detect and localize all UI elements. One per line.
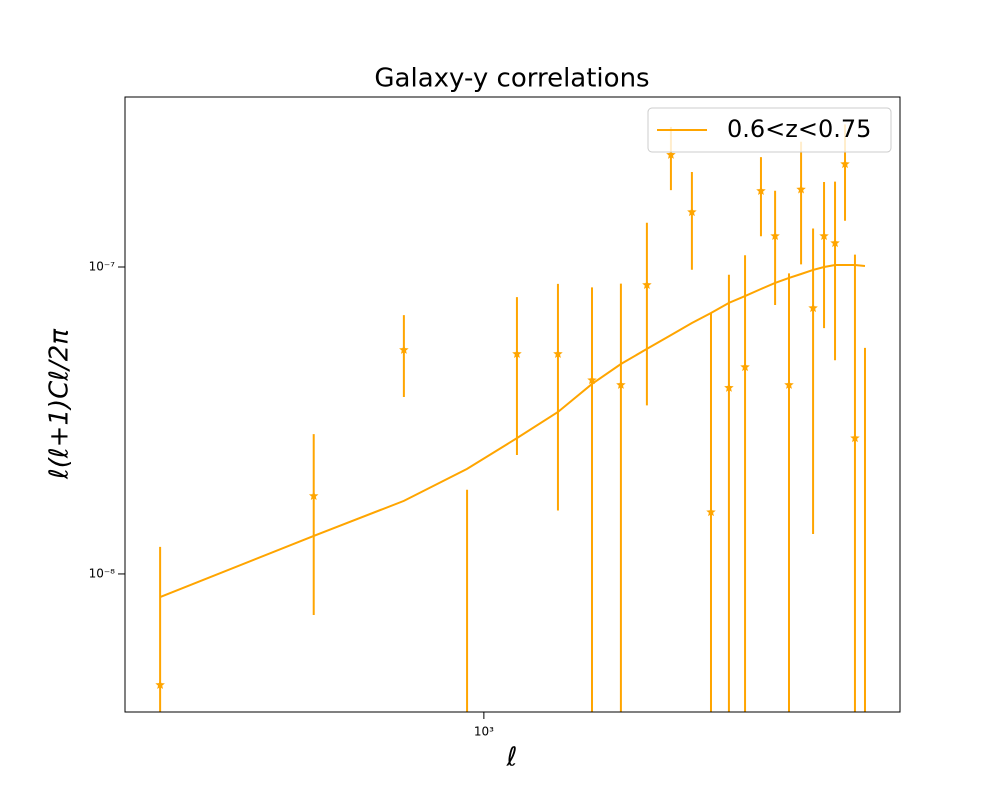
x-axis-label: ℓ xyxy=(506,743,518,773)
plot-frame xyxy=(124,96,901,713)
data-point xyxy=(840,159,850,169)
data-point xyxy=(512,348,522,358)
model-line xyxy=(159,264,866,598)
data-point xyxy=(399,344,409,354)
data-point xyxy=(616,379,626,389)
data-point xyxy=(756,185,766,195)
data-point xyxy=(687,207,697,217)
data-point xyxy=(808,303,818,313)
data-point xyxy=(850,433,860,443)
legend-box xyxy=(647,107,892,153)
data-point xyxy=(308,490,319,501)
data-point xyxy=(155,679,165,689)
data-point xyxy=(770,230,780,241)
data-point xyxy=(553,348,563,358)
plot-area xyxy=(155,124,866,712)
x-tick-label: 10³ xyxy=(474,725,494,739)
data-point xyxy=(784,379,794,389)
data-point xyxy=(706,507,716,517)
data-point xyxy=(740,362,750,372)
y-tick-label: 10⁻⁷ xyxy=(89,260,116,274)
legend-label: 0.6<z<0.75 xyxy=(727,115,871,143)
legend: 0.6<z<0.75 xyxy=(647,107,892,153)
data-point xyxy=(819,230,829,241)
y-tick-label: 10⁻⁸ xyxy=(89,566,116,580)
data-point xyxy=(796,184,806,194)
chart-title: Galaxy-y correlations xyxy=(374,64,649,94)
y-axis-label: ℓ(ℓ+1)Cℓ/2π xyxy=(45,329,75,480)
data-point xyxy=(666,149,676,159)
data-point xyxy=(642,279,652,290)
data-point xyxy=(587,375,597,385)
data-point xyxy=(830,238,840,248)
data-point xyxy=(724,382,734,392)
